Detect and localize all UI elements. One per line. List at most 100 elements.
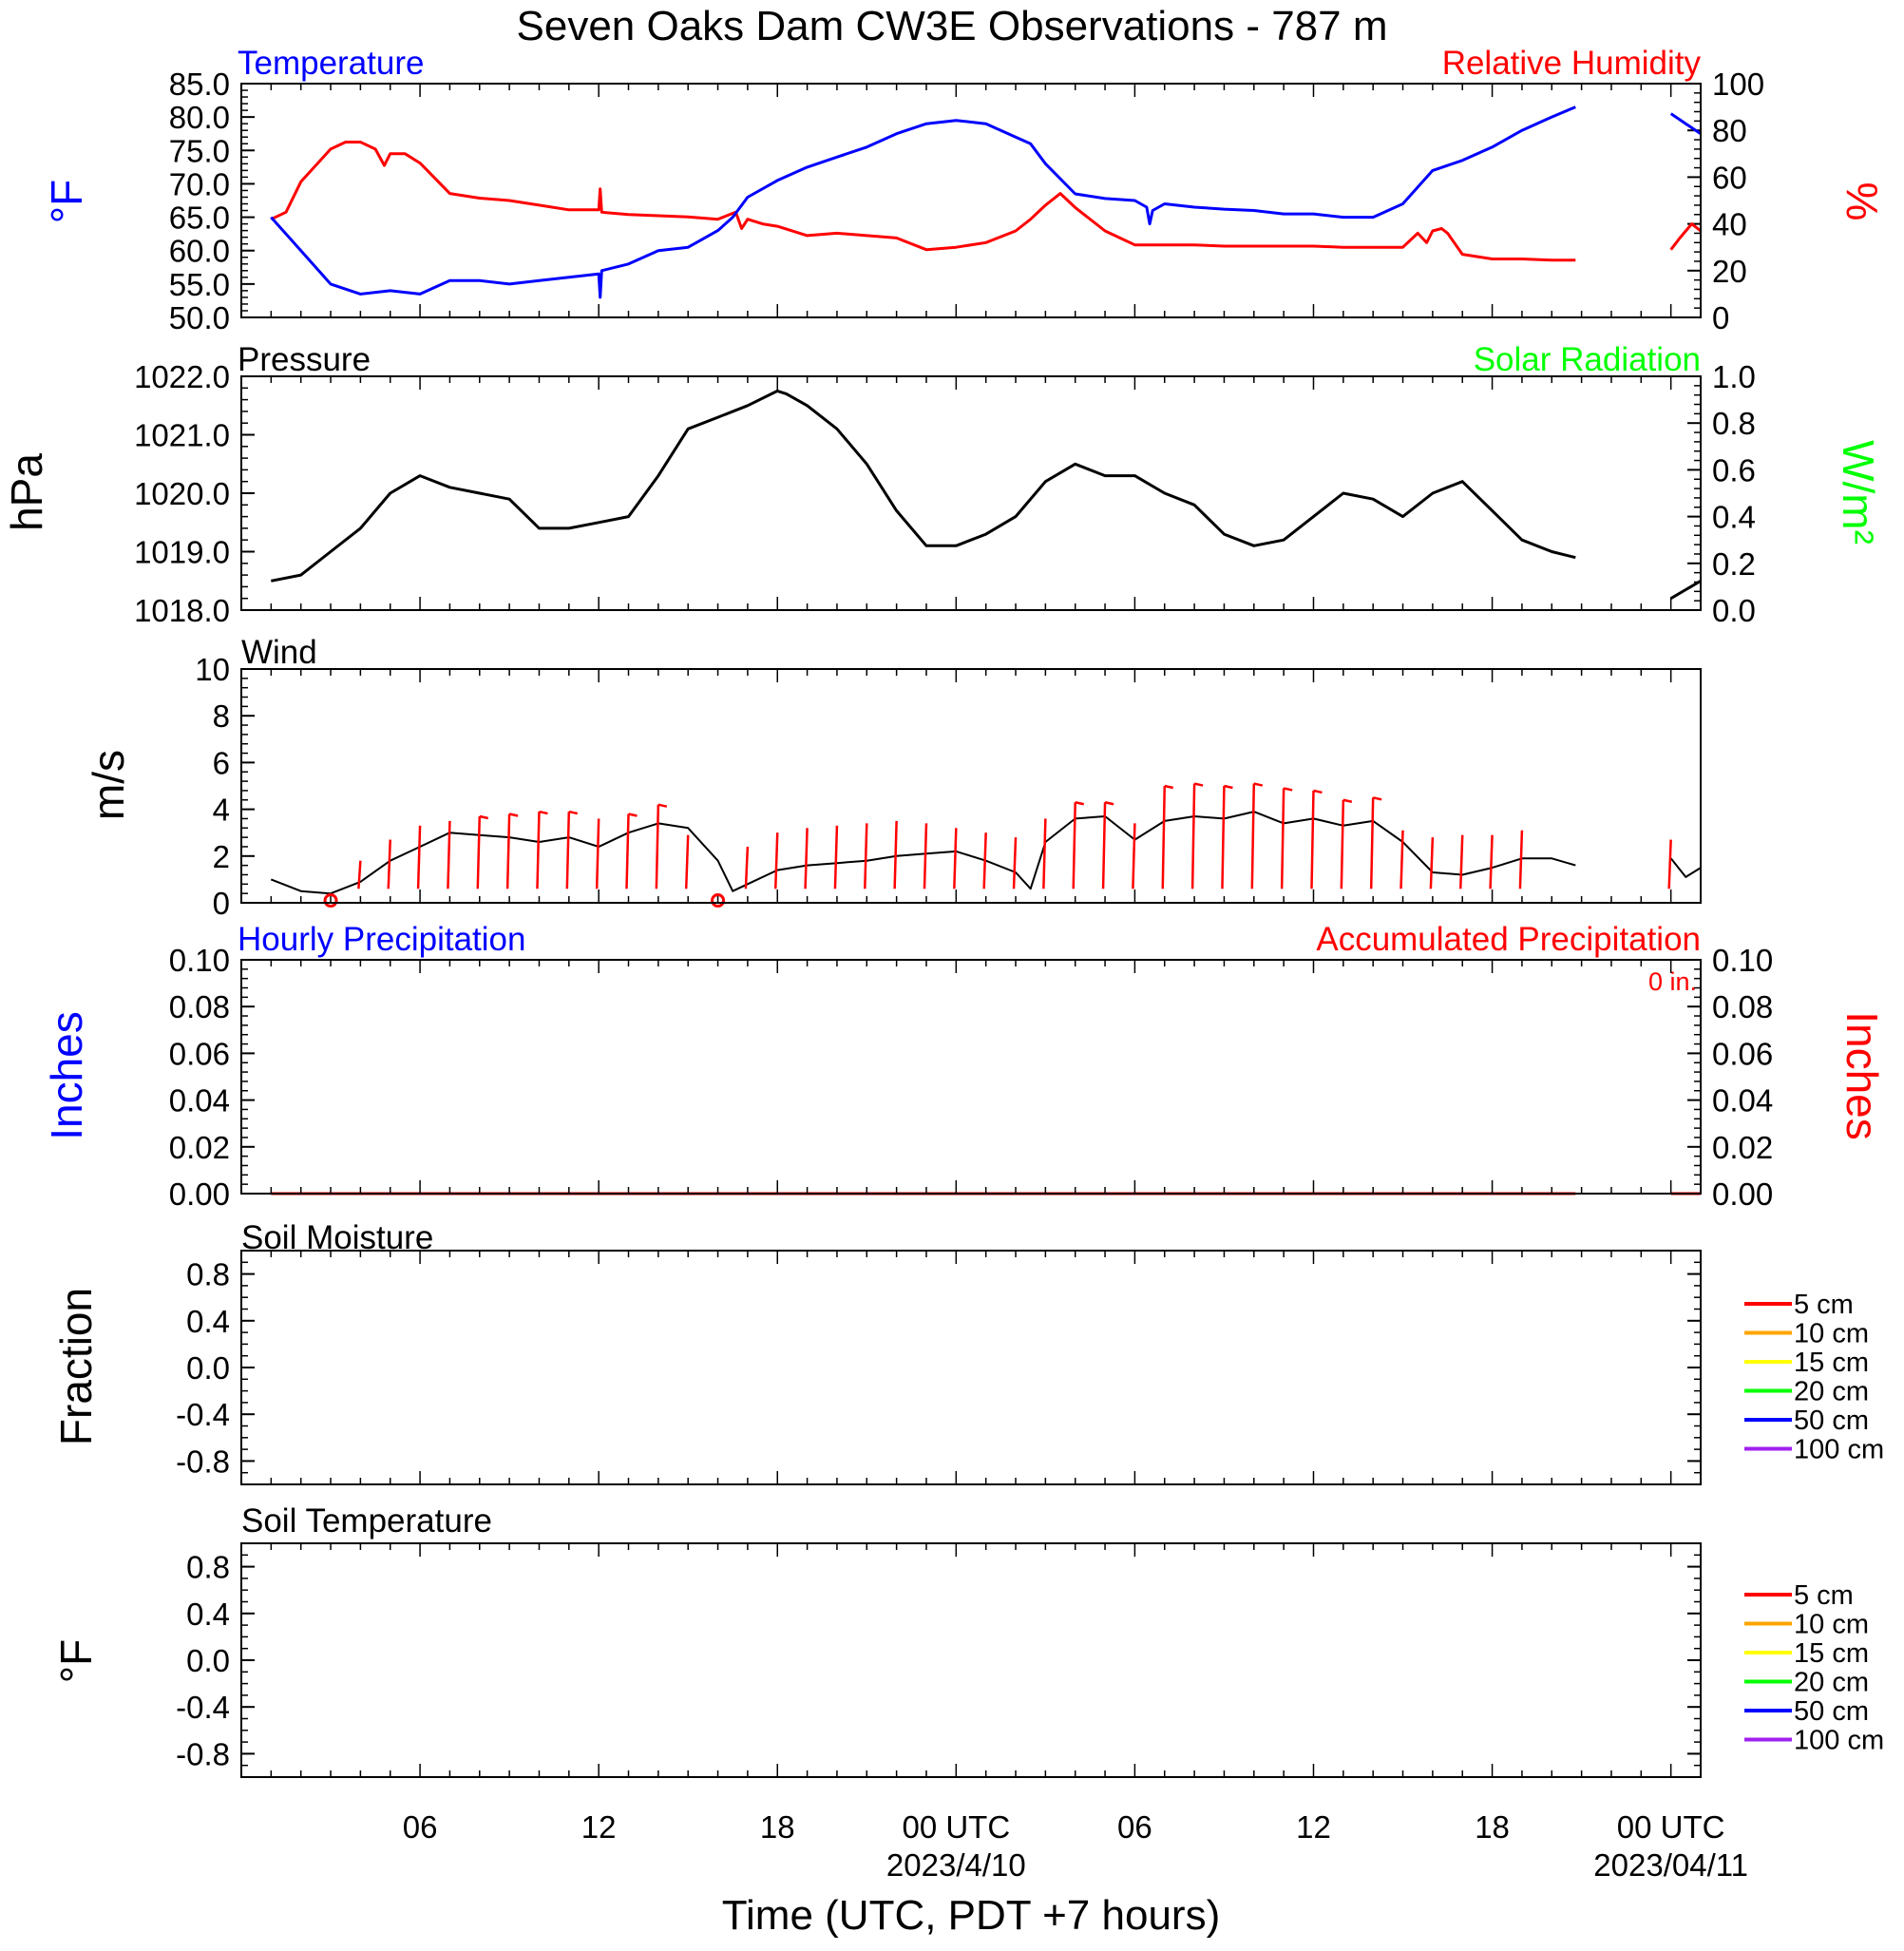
accum-precip-total: 0 in.: [1648, 967, 1697, 996]
soil-moisture-axis-ticks: -0.8 -0.4 0.0 0.4 0.8: [176, 1250, 1701, 1485]
wind-barb: [1489, 834, 1494, 889]
wind-barb: [565, 812, 571, 889]
wind-barb: [953, 828, 958, 889]
wind-barb: [773, 832, 779, 889]
soil-legend-label: 15 cm: [1794, 1638, 1869, 1669]
wind-barb: [655, 804, 660, 889]
accum-precip-y-tick-label: 0.08: [1712, 989, 1773, 1024]
pressure-axis-ticks: 1018.0 1019.0 1020.0 1021.0 1022.0 0.0 0.2 0.4 0…: [134, 359, 1756, 628]
wind-barb: [1250, 783, 1256, 889]
temperature-y-tick-label: 75.0: [169, 133, 230, 168]
wind-barb-flag: [1104, 800, 1114, 806]
soil-temperature-plot-frame: [240, 1542, 1702, 1778]
accum-precip-y-tick-label: 0.00: [1712, 1176, 1773, 1212]
wind-barb: [1042, 818, 1047, 889]
precip-axis-ticks: 0.00 0.02 0.04 0.06 0.08 0.10 0.00 0.02 0.04 0.06…: [169, 943, 1773, 1212]
wind-barb: [1221, 785, 1226, 889]
wind-barb: [536, 812, 541, 889]
pressure-series: [271, 389, 1702, 600]
temperature-panel-title: Temperature: [238, 45, 424, 82]
wind-barb: [1072, 802, 1076, 889]
chart-title: Seven Oaks Dam CW3E Observations - 787 m: [517, 3, 1388, 49]
soil-legend-label: 15 cm: [1794, 1348, 1869, 1378]
wind-barb-flag: [657, 803, 668, 808]
wind-barb: [1012, 837, 1018, 889]
soil-y-tick-label: -0.8: [176, 1736, 230, 1771]
soil-y-tick-label: 0.8: [186, 1257, 230, 1292]
wind-barb-flag: [1372, 796, 1382, 801]
x-tick-label: 12: [581, 1809, 617, 1845]
soil-y-tick-label: 0.8: [186, 1550, 230, 1585]
hourly-precip-panel-title: Hourly Precipitation: [238, 921, 525, 958]
wind-barb-flag: [1193, 782, 1204, 787]
solar-panel-title: Solar Radiation: [1474, 341, 1701, 378]
wind-barb: [625, 813, 630, 889]
temperature-line: [270, 105, 1576, 299]
wind-barb: [1667, 839, 1672, 889]
wind-barb: [1132, 823, 1136, 889]
wind-barb: [923, 823, 928, 889]
precip-plot-frame: [240, 959, 1702, 1195]
hourly-precip-y-tick-label: 0.02: [169, 1130, 230, 1165]
wind-barb: [1518, 830, 1524, 889]
hourly-precip-y-tick-label: 0.04: [169, 1083, 230, 1119]
soil-legend-label: 50 cm: [1794, 1696, 1869, 1727]
wind-barb-flag: [1224, 784, 1233, 790]
wind-barb-flag: [479, 814, 489, 820]
soil-y-tick-label: 0.0: [186, 1643, 230, 1678]
accum-precip-y-tick-label: 0.02: [1712, 1130, 1773, 1165]
solar-y-tick-label: 0.0: [1712, 593, 1756, 628]
soil-y-tick-label: 0.4: [186, 1304, 230, 1339]
solar-y-tick-label: 0.8: [1712, 406, 1756, 441]
x-tick-label: 00 UTC: [902, 1809, 1010, 1845]
soil-legend-label: 20 cm: [1794, 1377, 1869, 1407]
wind-barb: [1190, 783, 1196, 889]
pressure-y-tick-label: 1021.0: [134, 418, 230, 453]
wind-barb: [1101, 802, 1107, 889]
accum-precip-ylabel: Inches: [1837, 1011, 1887, 1140]
wind-barb: [864, 823, 868, 889]
wind-barb-flag: [1253, 782, 1264, 787]
soil-legend-label: 10 cm: [1794, 1319, 1869, 1349]
temperature-y-tick-label: 80.0: [169, 100, 230, 135]
hourly-precip-y-tick-label: 0.10: [169, 943, 230, 978]
pressure-panel-title: Pressure: [238, 341, 371, 378]
wind-barb: [1429, 837, 1435, 889]
wind-barb: [447, 820, 451, 889]
soil-y-tick-label: 0.0: [186, 1350, 230, 1386]
x-axis-label: Time (UTC, PDT +7 hours): [722, 1892, 1220, 1939]
wind-y-tick-label: 10: [195, 652, 230, 687]
accum-precip-y-tick-label: 0.04: [1712, 1083, 1773, 1119]
x-date-label: 2023/4/10: [886, 1847, 1026, 1883]
solar-y-tick-label: 0.2: [1712, 546, 1756, 582]
temperature-plot-frame: [240, 83, 1702, 318]
temperature-axis-ticks: 50.055.060.065.070.075.080.085.0 0 20 40 60 8…: [169, 67, 1764, 335]
humidity-y-tick-label: 80: [1712, 113, 1747, 148]
wind-barb-flag: [1283, 787, 1293, 792]
hourly-precip-y-tick-label: 0.08: [169, 989, 230, 1024]
humidity-y-tick-label: 0: [1712, 300, 1729, 335]
solar-ylabel: W/m²: [1834, 440, 1883, 545]
wind-ylabel: m/s: [84, 750, 133, 820]
soil-moisture-panel: Soil Moisture Fraction -0.8-0.40.00.40.8…: [51, 1219, 1884, 1485]
wind-barb-flag: [1075, 800, 1084, 806]
wind-barb-flag: [628, 813, 638, 817]
wind-barb: [982, 832, 987, 889]
wind-barb: [1369, 797, 1375, 889]
pressure-y-tick-label: 1018.0: [134, 593, 230, 628]
soil-y-tick-label: -0.8: [176, 1444, 230, 1479]
wind-y-tick-label: 0: [213, 886, 230, 921]
wind-barb: [833, 825, 839, 889]
wind-barb-calm: [711, 893, 726, 909]
soil-y-tick-label: -0.4: [176, 1690, 230, 1725]
soil-temperature-ylabel: °F: [51, 1639, 101, 1684]
wind-panel-title: Wind: [241, 634, 317, 671]
temperature-y-tick-label: 50.0: [169, 300, 230, 335]
wind-barb: [387, 839, 391, 889]
temperature-y-tick-label: 65.0: [169, 201, 230, 236]
wind-barb: [804, 828, 809, 889]
wind-barb: [505, 813, 511, 889]
